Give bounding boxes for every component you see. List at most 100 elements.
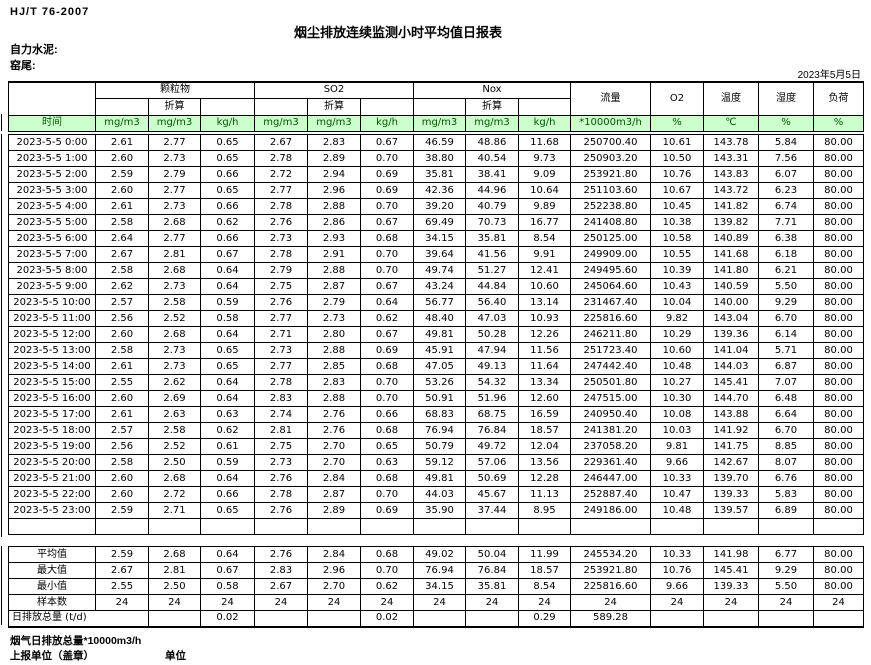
table-row: 2023-5-5 7:00 2.67 2.81 0.67 2.78 2.91 0.70 39.… bbox=[8, 246, 864, 263]
value-cell: 2.61 bbox=[95, 198, 149, 215]
value-cell: 2.69 bbox=[148, 390, 201, 407]
group-header-so2: SO2 bbox=[254, 81, 414, 99]
value-cell: 251723.40 bbox=[570, 342, 651, 359]
value-cell: 0.68 bbox=[360, 422, 414, 439]
value-cell: 80.00 bbox=[813, 294, 864, 311]
value-cell: 9.66 bbox=[650, 454, 704, 471]
value-cell: 6.77 bbox=[758, 546, 814, 563]
value-cell: 50.28 bbox=[465, 326, 519, 343]
value-cell: 9.81 bbox=[650, 438, 704, 455]
value-cell: 24 bbox=[95, 594, 149, 611]
value-cell: 68.75 bbox=[465, 406, 519, 423]
summary-label: 平均值 bbox=[8, 546, 96, 563]
value-cell: 68.83 bbox=[413, 406, 466, 423]
value-cell: 0.65 bbox=[200, 134, 255, 151]
value-cell: 141.75 bbox=[703, 438, 759, 455]
value-cell: 2.68 bbox=[148, 546, 201, 563]
value-cell: 35.90 bbox=[413, 502, 466, 519]
location-label: 窑尾: bbox=[10, 60, 36, 72]
value-cell: 2.88 bbox=[307, 262, 361, 279]
table-row: 最大值 2.67 2.81 0.67 2.83 2.96 0.70 76.94 76.84 18.… bbox=[8, 562, 864, 579]
value-cell: 2.78 bbox=[254, 198, 308, 215]
value-cell: 24 bbox=[148, 594, 201, 611]
value-cell bbox=[254, 518, 308, 535]
sub-header-blank bbox=[95, 97, 149, 116]
time-header-blank bbox=[8, 81, 96, 116]
blank-cell bbox=[8, 518, 96, 535]
value-cell: 246447.00 bbox=[570, 470, 651, 487]
value-cell: 5.71 bbox=[758, 342, 814, 359]
value-cell: 245064.60 bbox=[570, 278, 651, 295]
value-cell: 229361.40 bbox=[570, 454, 651, 471]
time-cell: 2023-5-5 0:00 bbox=[8, 134, 96, 151]
value-cell: 0.70 bbox=[360, 198, 414, 215]
value-cell: 246211.80 bbox=[570, 326, 651, 343]
value-cell: 2.83 bbox=[307, 374, 361, 391]
unit-header: % bbox=[813, 114, 864, 132]
unit-label: 单位 bbox=[165, 650, 186, 662]
value-cell: 10.29 bbox=[650, 326, 704, 343]
value-cell: 34.15 bbox=[413, 578, 466, 595]
time-cell: 2023-5-5 12:00 bbox=[8, 326, 96, 343]
value-cell: 70.73 bbox=[465, 214, 519, 231]
value-cell: 13.56 bbox=[518, 454, 571, 471]
value-cell: 5.50 bbox=[758, 578, 814, 595]
value-cell bbox=[758, 518, 814, 535]
value-cell: 51.27 bbox=[465, 262, 519, 279]
value-cell: 10.45 bbox=[650, 198, 704, 215]
value-cell: 139.36 bbox=[703, 326, 759, 343]
value-cell: 139.57 bbox=[703, 502, 759, 519]
value-cell: 10.27 bbox=[650, 374, 704, 391]
value-cell: 252238.80 bbox=[570, 198, 651, 215]
value-cell bbox=[650, 518, 704, 535]
value-cell: 2.78 bbox=[254, 246, 308, 263]
value-cell: 10.43 bbox=[650, 278, 704, 295]
table-row: 2023-5-5 12:00 2.60 2.68 0.64 2.71 2.80 0.67 49… bbox=[8, 326, 864, 343]
value-cell: 9.66 bbox=[650, 578, 704, 595]
sub-header-blank bbox=[200, 97, 255, 116]
value-cell: 2.94 bbox=[307, 166, 361, 183]
value-cell: 253921.80 bbox=[570, 562, 651, 579]
sub-header-pm-converted: 折算 bbox=[148, 97, 201, 116]
value-cell: 2.56 bbox=[95, 310, 149, 327]
time-cell: 2023-5-5 15:00 bbox=[8, 374, 96, 391]
value-cell: 0.67 bbox=[200, 246, 255, 263]
value-cell: 237058.20 bbox=[570, 438, 651, 455]
unit-header: mg/m3 bbox=[465, 114, 519, 132]
summary-label: 样本数 bbox=[8, 594, 96, 611]
value-cell: 0.66 bbox=[200, 486, 255, 503]
value-cell: 140.59 bbox=[703, 278, 759, 295]
table-row: 2023-5-5 3:00 2.60 2.77 0.65 2.77 2.96 0.69 42.… bbox=[8, 182, 864, 199]
data-rows: 2023-5-5 0:00 2.61 2.77 0.65 2.67 2.83 0.67 46.… bbox=[8, 134, 864, 535]
value-cell: 2.81 bbox=[148, 246, 201, 263]
value-cell: 0.69 bbox=[360, 502, 414, 519]
sub-header-nox-converted: 折算 bbox=[465, 97, 519, 116]
value-cell: 10.48 bbox=[650, 502, 704, 519]
value-cell: 80.00 bbox=[813, 182, 864, 199]
value-cell bbox=[95, 518, 149, 535]
sub-header-blank bbox=[360, 97, 414, 116]
value-cell: 24 bbox=[570, 594, 651, 611]
value-cell: 2.67 bbox=[254, 578, 308, 595]
table-row: 2023-5-5 13:00 2.58 2.73 0.65 2.73 2.88 0.69 45… bbox=[8, 342, 864, 359]
value-cell: 141.92 bbox=[703, 422, 759, 439]
value-cell: 2.96 bbox=[307, 562, 361, 579]
value-cell: 11.64 bbox=[518, 358, 571, 375]
header-o2: O2 bbox=[650, 81, 704, 116]
value-cell: 40.79 bbox=[465, 198, 519, 215]
value-cell: 2.76 bbox=[307, 422, 361, 439]
value-cell: 225816.60 bbox=[570, 310, 651, 327]
unit-header: mg/m3 bbox=[254, 114, 308, 132]
value-cell: 80.00 bbox=[813, 390, 864, 407]
value-cell: 9.91 bbox=[518, 246, 571, 263]
value-cell: 0.68 bbox=[360, 470, 414, 487]
table-row: 2023-5-5 11:00 2.56 2.52 0.58 2.77 2.73 0.62 48… bbox=[8, 310, 864, 327]
value-cell: 225816.60 bbox=[570, 578, 651, 595]
value-cell: 253921.80 bbox=[570, 166, 651, 183]
value-cell: 2.52 bbox=[148, 438, 201, 455]
value-cell: 49.13 bbox=[465, 358, 519, 375]
value-cell: 247442.40 bbox=[570, 358, 651, 375]
value-cell: 2.77 bbox=[254, 310, 308, 327]
value-cell: 2.50 bbox=[148, 578, 201, 595]
value-cell: 49.81 bbox=[413, 326, 466, 343]
